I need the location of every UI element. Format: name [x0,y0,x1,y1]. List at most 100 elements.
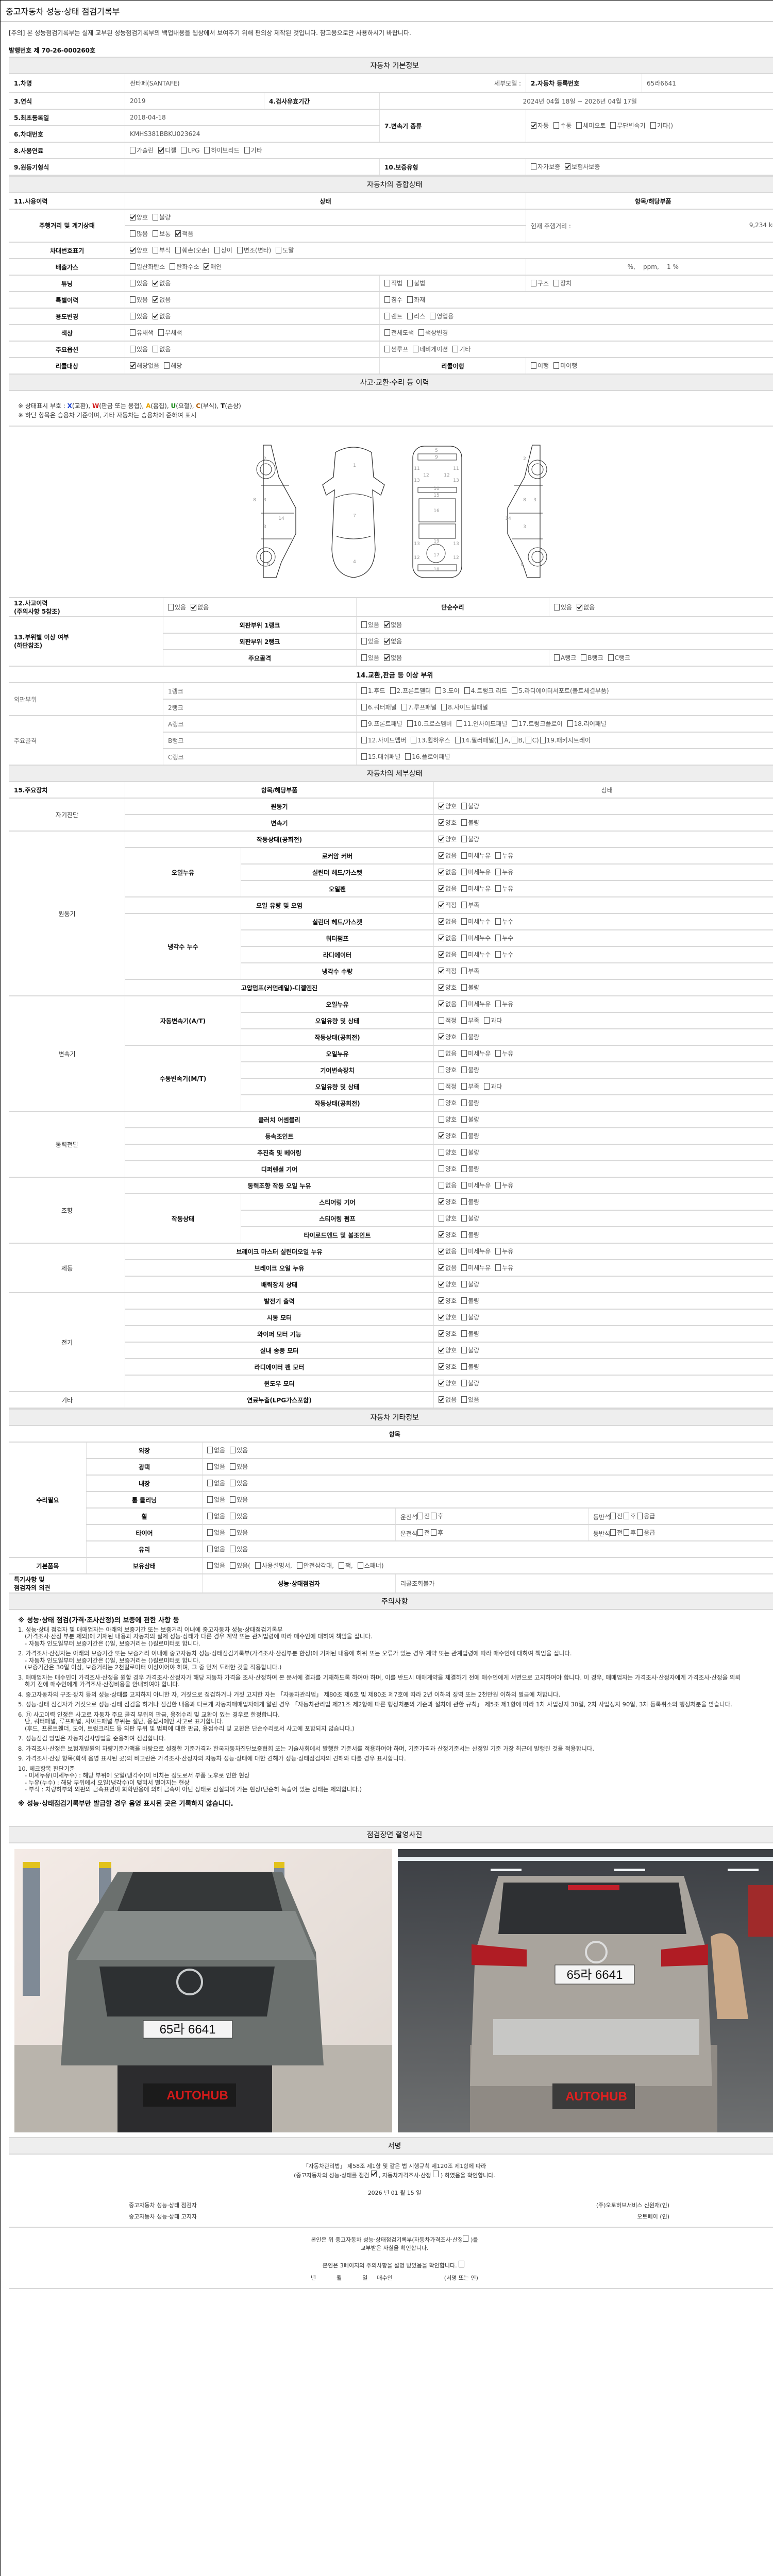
checkbox-option[interactable]: 안전삼각대, [296,1561,334,1570]
checkbox[interactable] [461,1347,467,1353]
checkbox-option[interactable]: 있음 [230,1479,248,1487]
checkbox[interactable] [207,1562,213,1569]
checkbox-option[interactable]: 15.대쉬패널 [361,752,400,761]
checkbox-option[interactable]: 후 [431,1512,443,1520]
checkbox-option[interactable]: 9.프론트패널 [361,719,402,728]
checkbox-option[interactable]: 미세누유 [461,1049,491,1058]
checkbox[interactable] [230,1529,236,1536]
checkbox[interactable] [461,1248,467,1255]
checkbox[interactable] [581,654,587,661]
checkbox[interactable] [405,753,411,760]
checkbox[interactable] [175,230,181,237]
checkbox-option[interactable]: 불량 [461,1346,479,1354]
checkbox-option[interactable]: 해당 [164,361,182,370]
checkbox-option[interactable]: 불량 [461,1230,479,1239]
checkbox-option[interactable]: 양호 [439,1296,457,1305]
checkbox[interactable] [497,737,503,743]
checkbox-option[interactable]: 미세누유 [461,1263,491,1272]
checkbox[interactable] [610,122,616,129]
checkbox-option[interactable]: 변조(변타) [237,246,271,255]
checkbox-option[interactable]: 전 [417,1512,430,1520]
checkbox-option[interactable]: 17.트렁크플로어 [512,719,563,728]
checkbox[interactable] [495,869,501,875]
checkbox-option[interactable]: 있음 [461,1395,479,1404]
checkbox[interactable] [439,1314,444,1320]
checkbox-option[interactable]: 수동 [553,121,572,130]
checkbox[interactable] [407,313,413,319]
checkbox[interactable] [390,687,396,694]
checkbox[interactable] [431,1529,437,1536]
checkbox-option[interactable]: 불량 [461,1329,479,1338]
checkbox[interactable] [461,836,467,842]
checkbox-option[interactable]: 4.트렁크 리드 [464,686,507,695]
checkbox-option[interactable]: 불량 [461,1098,479,1107]
checkbox-option[interactable]: 14.필러패널( [455,736,496,744]
checkbox-option[interactable]: 6.쿼터패널 [361,703,397,711]
checkbox-option[interactable]: 전 [610,1512,623,1520]
checkbox-option[interactable]: 있음 [130,279,148,287]
checkbox-option[interactable]: 영업용 [430,312,453,320]
checkbox-option[interactable]: 렌트 [384,312,402,320]
checkbox-option[interactable]: 불량 [461,1379,479,1387]
checkbox-option[interactable]: 해당없음 [130,361,159,370]
checkbox[interactable] [461,1165,467,1172]
checkbox[interactable] [153,313,159,319]
checkbox[interactable] [461,819,467,826]
checkbox[interactable] [439,1050,444,1057]
checkbox-option[interactable]: 있음( [230,1561,250,1570]
checkbox-option[interactable]: 부족 [461,1016,479,1025]
checkbox-option[interactable]: 2.프론트휀더 [390,686,431,695]
checkbox[interactable] [181,147,187,154]
checkbox-option[interactable]: 미세누유 [461,1247,491,1256]
checkbox[interactable] [441,704,447,710]
checkbox[interactable] [153,247,159,253]
checkbox-option[interactable]: 적정 [439,901,457,909]
checkbox-option[interactable]: 누유 [495,1247,513,1256]
checkbox-option[interactable]: 없음 [577,603,595,612]
checkbox[interactable] [384,313,390,319]
checkbox-option[interactable]: 양호 [439,1148,457,1157]
checkbox[interactable] [553,362,560,369]
checkbox[interactable] [624,1512,630,1519]
checkbox[interactable] [439,935,444,941]
checkbox[interactable] [230,1463,236,1470]
checkbox-option[interactable]: 과다 [484,1082,502,1091]
checkbox[interactable] [130,329,136,336]
checkbox[interactable] [553,280,560,286]
checkbox-option[interactable]: 훼손(오손) [175,246,210,255]
checkbox-option[interactable]: 없음 [207,1512,225,1520]
checkbox[interactable] [439,1396,444,1403]
checkbox[interactable] [130,346,136,352]
checkbox-option[interactable]: 양호 [439,983,457,992]
checkbox-option[interactable]: 자동 [531,121,549,130]
checkbox-option[interactable]: 미세누수 [461,934,491,942]
checkbox-option[interactable]: 없음 [439,1049,457,1058]
checkbox[interactable] [495,918,501,925]
checkbox[interactable] [461,1050,467,1057]
checkbox-option[interactable]: 장치 [553,279,572,287]
checkbox[interactable] [439,1165,444,1172]
checkbox-option[interactable]: 불량 [461,1115,479,1124]
checkbox-option[interactable]: 불량 [461,1065,479,1074]
checkbox-option[interactable]: A, [497,737,511,744]
checkbox[interactable] [452,346,459,352]
checkbox[interactable] [495,885,501,892]
checkbox[interactable] [401,704,407,710]
checkbox[interactable] [153,230,159,237]
checkbox[interactable] [439,984,444,991]
checkbox[interactable] [610,1529,616,1536]
checkbox-option[interactable]: 하이브리드 [204,146,240,155]
checkbox[interactable] [130,362,136,369]
checkbox[interactable] [361,753,367,760]
checkbox-option[interactable]: 색상변경 [418,328,448,337]
checkbox-option[interactable]: 누수 [495,917,513,926]
checkbox[interactable] [411,737,417,743]
checkbox[interactable] [204,263,210,270]
checkbox-option[interactable]: 양호 [439,1115,457,1124]
checkbox-option[interactable]: 전 [610,1528,623,1537]
checkbox[interactable] [461,1149,467,1156]
checkbox-option[interactable]: 썬루프 [384,345,408,353]
checkbox[interactable] [439,1116,444,1123]
checkbox-option[interactable]: 매연 [204,262,222,271]
checkbox-option[interactable]: 없음 [207,1479,225,1487]
